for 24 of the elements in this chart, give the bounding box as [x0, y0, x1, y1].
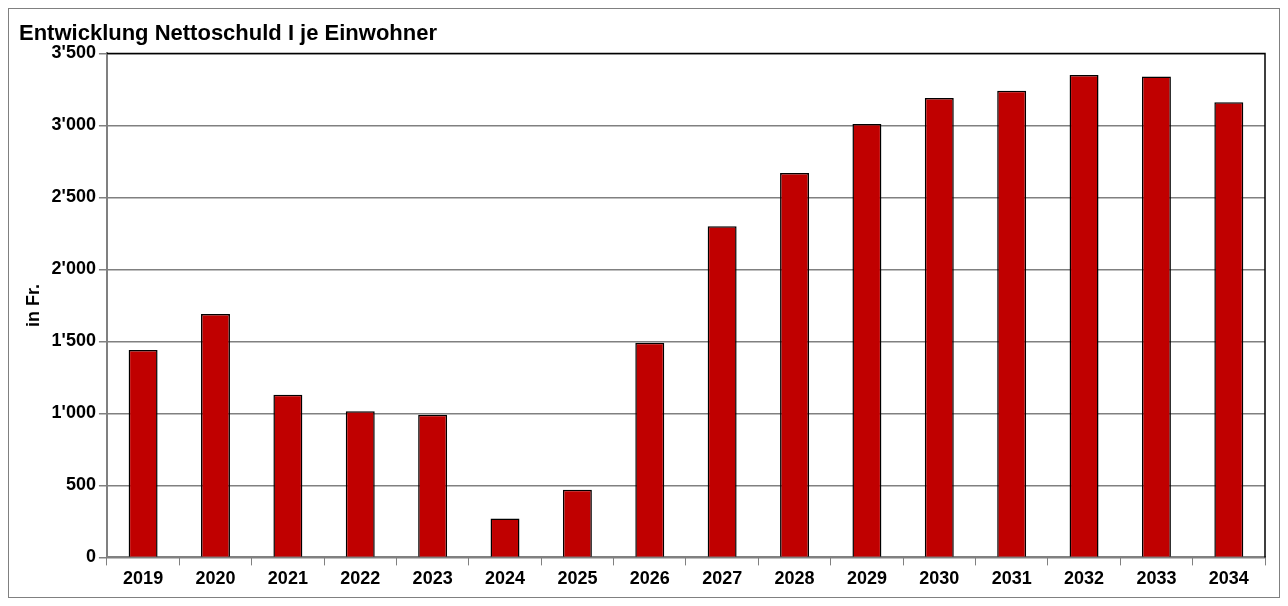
y-tick-label: 0	[85, 546, 96, 567]
x-tick-label: 2031	[991, 568, 1032, 589]
x-tick-label: 2026	[629, 568, 670, 589]
y-tick-label: 3'000	[51, 114, 96, 135]
y-tick-label: 2'500	[51, 186, 96, 207]
x-tick-label: 2030	[919, 568, 960, 589]
y-tick-label: 1'500	[51, 330, 96, 351]
x-tick-label: 2021	[267, 568, 308, 589]
x-tick-label: 2029	[846, 568, 887, 589]
x-tick-label: 2023	[412, 568, 453, 589]
x-tick-label: 2028	[774, 568, 815, 589]
x-tick-label: 2019	[123, 568, 164, 589]
x-tick-label: 2025	[557, 568, 598, 589]
x-tick-label: 2034	[1208, 568, 1249, 589]
x-tick-label: 2027	[702, 568, 743, 589]
x-tick-label: 2020	[195, 568, 236, 589]
y-tick-label: 2'000	[51, 258, 96, 279]
x-tick-label: 2033	[1136, 568, 1177, 589]
x-tick-label: 2024	[484, 568, 526, 589]
y-axis-title: in Fr.	[22, 283, 43, 327]
x-tick-label: 2022	[340, 568, 381, 589]
y-tick-label: 500	[65, 474, 96, 495]
x-tick-label: 2032	[1064, 568, 1105, 589]
y-tick-label: 1'000	[51, 402, 96, 423]
